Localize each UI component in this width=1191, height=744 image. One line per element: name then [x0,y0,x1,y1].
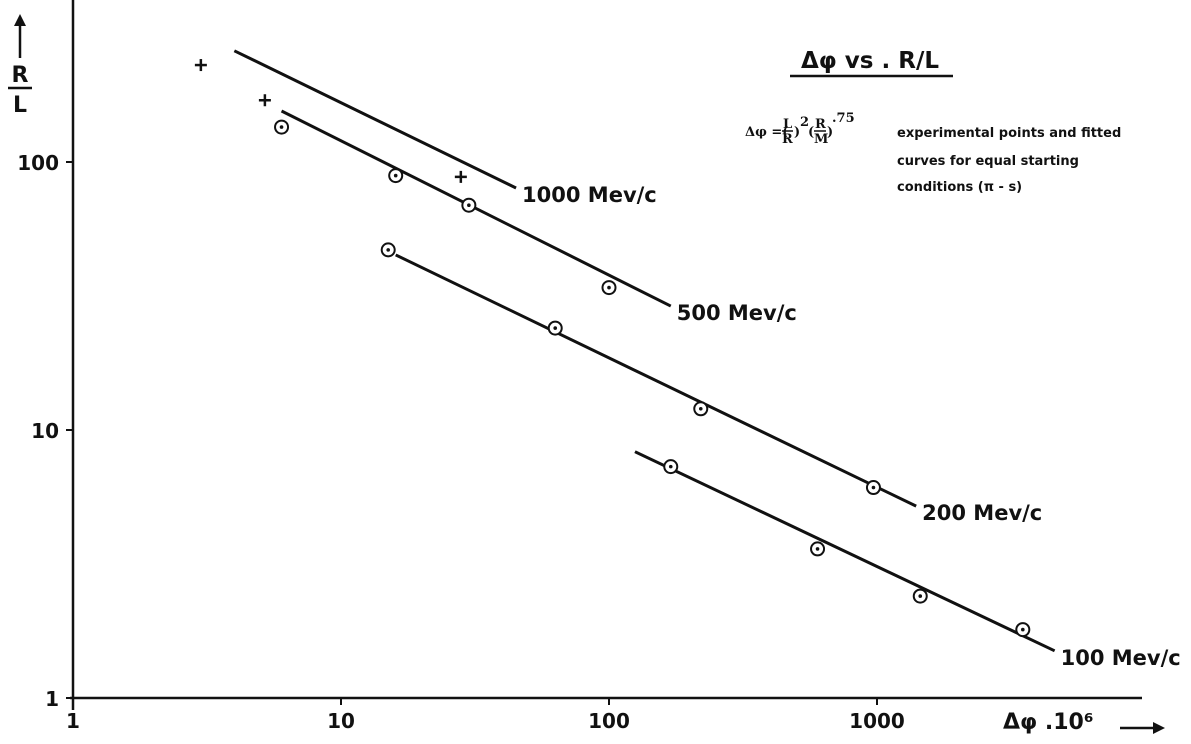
svg-text:): ) [827,125,833,140]
series-label: 1000 Mev/c [522,183,657,207]
svg-text:): ) [794,125,800,140]
x-axis-label: Δφ .10⁶ [1003,710,1165,735]
x-tick-label: 1 [66,709,80,733]
title-text: Δφ vs . R/L [801,48,939,74]
annotation: Δφ =( L R ) 2 ( R M ) .75 experimental p… [745,111,1121,195]
series-label: 100 Mev/c [1061,646,1181,670]
x-tick-label: 1000 [849,709,905,733]
data-point-circle [663,459,679,475]
curve-labels: 1000 Mev/c 500 Mev/c 200 Mev/c 100 Mev/c [522,183,1181,670]
svg-text:2: 2 [800,115,809,130]
data-point-circle [388,168,404,184]
data-point-circle [912,588,928,604]
data-point-plus [194,59,207,72]
axes [70,0,1142,710]
data-point-circle [461,197,477,213]
data-point-circle [1015,622,1031,638]
formula-text: Δφ =( [745,125,788,140]
y-tick-label: 100 [17,151,59,175]
fit-line [634,450,1056,653]
y-label-numerator: R [12,63,29,88]
data-points [194,59,1031,638]
annotation-line-2: curves for equal starting [897,154,1079,169]
data-point-circle [693,401,709,417]
fit-line [395,253,917,508]
y-label-denominator: L [13,93,27,118]
data-point-circle [601,280,617,296]
y-tick-labels: 1 10 100 [17,151,73,711]
svg-text:R: R [815,117,826,132]
x-tick-labels: 1 10 100 1000 [66,698,905,733]
fit-line [233,49,517,190]
svg-text:.75: .75 [832,111,855,126]
y-tick-label: 1 [45,687,59,711]
annotation-line-3: conditions (π - s) [897,180,1022,195]
fitted-curves [233,49,1056,653]
x-tick-label: 100 [588,709,630,733]
formula-R-den: R [782,132,793,147]
data-point-circle [810,541,826,557]
x-arrow-head [1153,722,1165,734]
svg-text:M: M [814,132,828,147]
data-point-circle [274,119,290,135]
data-point-circle [865,480,881,496]
fit-line [280,109,672,308]
svg-text:(: ( [808,125,814,140]
series-label: 500 Mev/c [677,301,797,325]
x-tick-label: 10 [327,709,355,733]
data-point-circle [547,320,563,336]
data-point-circle [380,242,396,258]
annotation-line-1: experimental points and fitted [897,126,1121,141]
chart-title: Δφ vs . R/L [790,48,953,78]
data-point-plus [258,94,271,107]
x-label-text: Δφ .10⁶ [1003,710,1094,735]
data-point-plus [454,170,467,183]
y-arrow-head [14,14,26,26]
y-axis-label: R L [8,14,32,118]
y-tick-label: 10 [31,419,59,443]
series-label: 200 Mev/c [922,501,1042,525]
formula-L-num: L [783,117,792,132]
